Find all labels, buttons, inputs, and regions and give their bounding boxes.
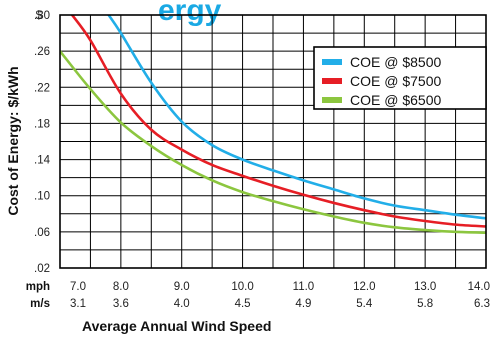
legend-swatch [322, 78, 342, 84]
y-axis-title: Cost of Energy: $/kWh [5, 66, 21, 215]
x-tick-mph: 7.0 [70, 281, 86, 293]
legend-box [313, 46, 487, 110]
legend-label: COE @ $7500 [350, 73, 441, 89]
series-line-0 [107, 15, 486, 220]
x-tick-mph: 10.0 [231, 281, 253, 293]
x-tick-ms: 4.0 [174, 298, 190, 310]
title-fragment: ergy [158, 0, 222, 27]
x-unit-primary: mph [26, 281, 50, 293]
x-tick-ms: 4.9 [295, 298, 311, 310]
x-tick-ms: 3.6 [113, 298, 129, 310]
x-tick-ms: 5.4 [356, 298, 373, 310]
y-tick-label: .02 [34, 263, 50, 275]
y-tick-label: .22 [34, 82, 50, 94]
x-tick-mph: 9.0 [174, 281, 190, 293]
plot-frame [59, 14, 487, 269]
x-unit-secondary: m/s [30, 298, 50, 310]
x-tick-ms: 3.1 [70, 298, 86, 310]
y-tick-label: .26 [34, 46, 50, 58]
x-tick-mph: 11.0 [293, 281, 315, 293]
legend: COE @ $8500 COE @ $7500 COE @ $6500 [313, 46, 487, 110]
chart-series [60, 15, 486, 235]
y-prefix: $ [36, 10, 43, 22]
x-tick-ms: 4.5 [235, 298, 251, 310]
x-tick-ms: 5.8 [417, 298, 433, 310]
y-axis-ticks: .30 .26 .22 .18 .14 .10 .06 .02 [34, 10, 51, 275]
y-tick-label: .30 [34, 10, 50, 22]
x-tick-mph: 8.0 [113, 281, 129, 293]
x-tick-mph: 14.0 [468, 281, 490, 293]
legend-label: COE @ $6500 [350, 92, 441, 108]
legend-swatch [322, 59, 342, 65]
series-line-1 [70, 15, 486, 228]
x-axis-title: Average Annual Wind Speed [82, 318, 271, 334]
y-tick-label: .18 [34, 118, 50, 130]
x-axis-ticks: 7.0 8.0 9.0 10.0 11.0 12.0 13.0 14.0 3.1 3.6 4.0 4.… [70, 281, 490, 310]
y-tick-label: .06 [34, 227, 50, 239]
legend-label: COE @ $8500 [350, 54, 441, 70]
x-tick-mph: 12.0 [353, 281, 375, 293]
x-tick-ms: 6.3 [474, 298, 490, 310]
series-line-2 [60, 49, 486, 235]
y-tick-label: .10 [34, 191, 50, 203]
y-tick-label: .14 [34, 155, 51, 167]
x-tick-mph: 13.0 [414, 281, 436, 293]
legend-swatch [322, 97, 342, 103]
